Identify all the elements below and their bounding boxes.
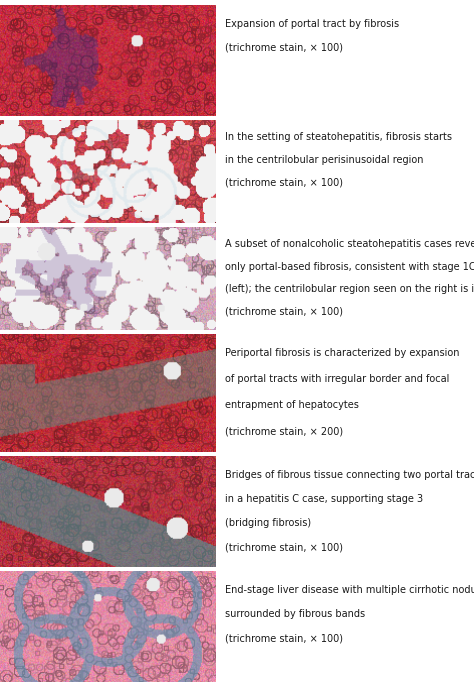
Text: in the centrilobular perisinusoidal region: in the centrilobular perisinusoidal regi…: [226, 155, 424, 165]
Text: (trichrome stain, × 200): (trichrome stain, × 200): [226, 426, 344, 436]
Text: (trichrome stain, × 100): (trichrome stain, × 100): [226, 307, 344, 317]
Text: Expansion of portal tract by fibrosis: Expansion of portal tract by fibrosis: [226, 19, 400, 29]
Text: of portal tracts with irregular border and focal: of portal tracts with irregular border a…: [226, 374, 450, 384]
Text: (trichrome stain, × 100): (trichrome stain, × 100): [226, 43, 344, 53]
Text: surrounded by fibrous bands: surrounded by fibrous bands: [226, 609, 365, 619]
Text: End-stage liver disease with multiple cirrhotic nodules,: End-stage liver disease with multiple ci…: [226, 585, 474, 595]
Text: entrapment of hepatocytes: entrapment of hepatocytes: [226, 400, 359, 410]
Text: (bridging fibrosis): (bridging fibrosis): [226, 519, 311, 528]
Text: Bridges of fibrous tissue connecting two portal tracts: Bridges of fibrous tissue connecting two…: [226, 469, 474, 480]
Text: (trichrome stain, × 100): (trichrome stain, × 100): [226, 543, 344, 553]
Text: In the setting of steatohepatitis, fibrosis starts: In the setting of steatohepatitis, fibro…: [226, 132, 453, 142]
Text: Periportal fibrosis is characterized by expansion: Periportal fibrosis is characterized by …: [226, 348, 460, 358]
Text: (trichrome stain, × 100): (trichrome stain, × 100): [226, 633, 344, 643]
Text: only portal-based fibrosis, consistent with stage 1C: only portal-based fibrosis, consistent w…: [226, 262, 474, 271]
Text: (trichrome stain, × 100): (trichrome stain, × 100): [226, 177, 344, 188]
Text: A subset of nonalcoholic steatohepatitis cases reveals: A subset of nonalcoholic steatohepatitis…: [226, 239, 474, 249]
Text: (left); the centrilobular region seen on the right is intact: (left); the centrilobular region seen on…: [226, 284, 474, 294]
Text: in a hepatitis C case, supporting stage 3: in a hepatitis C case, supporting stage …: [226, 494, 424, 504]
